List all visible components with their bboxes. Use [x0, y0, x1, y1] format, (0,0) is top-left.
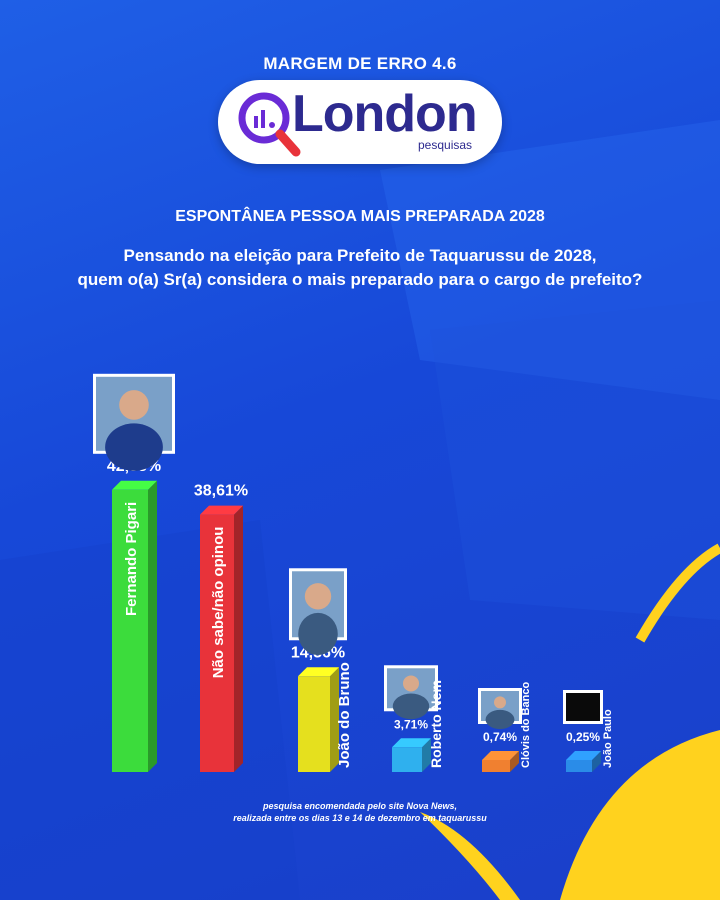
bar-top — [392, 738, 431, 748]
logo-subtext: pesquisas — [418, 138, 473, 152]
candidate-photo — [384, 665, 438, 720]
london-logo: London pesquisas — [218, 80, 502, 164]
bar-side — [592, 751, 601, 772]
footnote-line-1: pesquisa encomendada pelo site Nova News… — [262, 801, 458, 811]
magnifier-icon — [238, 92, 301, 157]
footnote: pesquisa encomendada pelo site Nova News… — [0, 800, 720, 824]
bar — [298, 676, 330, 772]
candidate-photo — [563, 690, 603, 724]
bar-side — [330, 667, 339, 772]
bar-top — [482, 751, 519, 760]
bar-top — [112, 480, 157, 490]
person-head-icon — [403, 675, 419, 692]
person-body-icon — [392, 693, 430, 720]
question-line-2: quem o(a) Sr(a) considera o mais prepara… — [77, 270, 643, 289]
person-body-icon — [485, 709, 515, 730]
bar-group: 3,71% Roberto Nem — [384, 665, 444, 772]
bar-side — [234, 505, 243, 772]
person-head-icon — [304, 583, 332, 610]
bar — [112, 489, 148, 772]
person-body-icon — [298, 612, 338, 656]
bar-value-label: 3,71% — [394, 717, 428, 731]
photo-background — [566, 693, 600, 721]
bar-group: 0,74% Clóvis do Banco — [478, 682, 532, 772]
bar-category-label: João do Bruno — [336, 662, 353, 768]
bar-value-label: 0,25% — [566, 730, 600, 744]
bar-top — [200, 505, 243, 515]
margin-of-error-label: MARGEM DE ERRO 4.6 — [263, 54, 457, 73]
bar — [482, 760, 510, 772]
bar-group: 38,61% Não sabe/não opinou — [194, 483, 248, 772]
bar-category-label: Clóvis do Banco — [520, 682, 532, 768]
bar — [566, 760, 592, 772]
question-line-1: Pensando na eleição para Prefeito de Taq… — [123, 246, 597, 265]
bar-top — [566, 751, 601, 760]
survey-title: ESPONTÂNEA PESSOA MAIS PREPARADA 2028 — [175, 208, 545, 225]
bar-category-label: Não sabe/não opinou — [210, 527, 227, 679]
bar-group: 0,25% João Paulo — [563, 690, 614, 772]
bar-value-label: 38,61% — [194, 483, 248, 500]
bar-category-label: Fernando Pigari — [123, 502, 140, 616]
survey-question: Pensando na eleição para Prefeito de Taq… — [40, 244, 680, 292]
candidate-photo — [478, 688, 522, 730]
bar-category-label: Roberto Nem — [428, 680, 444, 768]
logo-wordmark: London — [292, 85, 478, 143]
person-head-icon — [494, 696, 506, 709]
bar-side — [148, 480, 157, 772]
bar-group: 14,36%João do Bruno — [289, 568, 353, 772]
bar-category-label: João Paulo — [602, 709, 614, 768]
bar — [200, 514, 234, 772]
footnote-line-2: realizada entre os dias 13 e 14 de dezem… — [233, 813, 487, 823]
bar-side — [422, 738, 431, 772]
bar-value-label: 0,74% — [483, 730, 517, 744]
candidate-photo — [93, 373, 175, 471]
bar-side — [510, 751, 519, 772]
candidate-photo — [289, 568, 347, 656]
bar-group: 42,33%Fernando Pigari — [93, 373, 175, 772]
bar — [392, 747, 422, 772]
bar-top — [298, 667, 339, 677]
person-body-icon — [105, 423, 163, 471]
person-head-icon — [119, 390, 149, 420]
